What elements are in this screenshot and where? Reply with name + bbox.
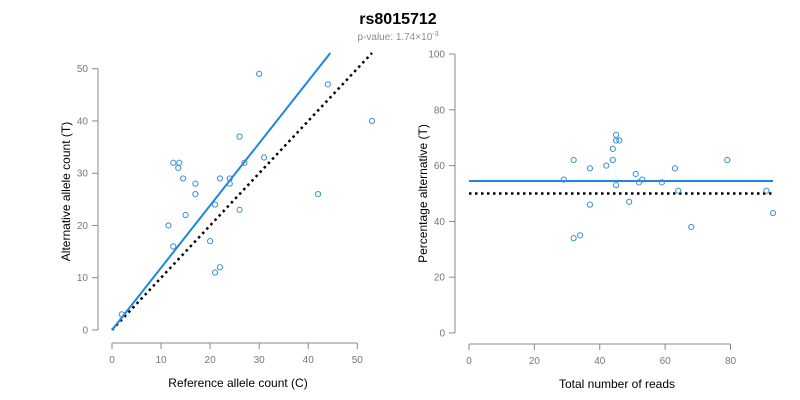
right-data-point	[612, 131, 620, 139]
left-x-tick-label: 0	[109, 355, 115, 366]
right-scatter-panel: 0 20 40 60 80 0 20 40 60 80 100 Total number of rea…	[416, 50, 777, 391]
right-data-point	[570, 235, 577, 242]
left-y-tick-label: 10	[77, 273, 89, 284]
left-data-point	[260, 154, 268, 161]
left-data-point	[241, 159, 248, 166]
left-data-point	[180, 175, 187, 182]
right-data-point	[675, 187, 682, 194]
left-data-point	[170, 159, 177, 166]
left-x-tick-label: 10	[155, 355, 167, 366]
left-data-point	[226, 175, 233, 182]
left-data-point	[324, 81, 331, 88]
p-value-exponent: -3	[432, 31, 438, 38]
right-data-point	[632, 170, 639, 178]
right-data-point	[671, 165, 679, 172]
right-data-point	[639, 176, 646, 183]
left-data-point	[118, 311, 125, 318]
right-data-point	[560, 176, 567, 183]
right-y-tick-label: 20	[434, 273, 446, 284]
left-x-axis-label: Reference allele count (C)	[168, 376, 307, 390]
right-data-point	[612, 137, 620, 144]
left-data-point	[175, 164, 182, 172]
right-y-tick-label: 0	[439, 329, 445, 340]
figure-subtitle: p-value: 1.74×10-3	[357, 31, 438, 43]
p-value-prefix: p-value: 1.74×10	[357, 32, 432, 43]
left-reference-line	[111, 52, 373, 331]
left-x-tick-label: 40	[303, 355, 315, 366]
right-x-tick-label: 0	[466, 356, 472, 367]
left-data-point	[182, 211, 189, 219]
right-y-tick-label: 60	[434, 161, 446, 172]
left-data-point	[207, 238, 214, 245]
right-data-point	[609, 145, 616, 152]
left-data-point	[211, 201, 219, 208]
left-y-tick-label: 0	[82, 326, 88, 337]
left-y-tick-label: 20	[77, 221, 89, 232]
right-data-point	[570, 156, 577, 164]
left-data-point	[216, 264, 224, 271]
right-data-point	[586, 165, 594, 172]
right-data-point	[577, 232, 584, 239]
left-data-point	[216, 175, 224, 182]
right-x-tick-label: 60	[660, 356, 672, 367]
right-x-tick-label: 40	[594, 356, 606, 367]
right-data-point	[688, 223, 695, 231]
right-y-axis-label: Percentage alternative (T)	[416, 124, 430, 263]
right-data-point	[626, 198, 633, 205]
left-y-axis-label: Alternative allele count (T)	[59, 122, 73, 261]
right-data-point	[658, 179, 665, 186]
right-data-point	[724, 156, 731, 164]
right-data-point	[769, 209, 777, 217]
left-data-point	[236, 133, 243, 140]
left-data-point	[368, 117, 376, 125]
left-y-tick-label: 40	[77, 116, 89, 127]
left-y-tick-label: 30	[77, 169, 89, 180]
right-data-point	[603, 162, 610, 169]
left-data-point	[170, 243, 177, 250]
left-data-point	[176, 159, 183, 166]
right-data-point	[586, 201, 594, 208]
right-y-tick-label: 80	[434, 105, 446, 116]
left-data-point	[236, 206, 243, 213]
left-x-tick-label: 20	[205, 355, 217, 366]
left-data-point	[165, 222, 172, 229]
right-data-point	[609, 156, 616, 164]
left-data-point	[314, 191, 322, 198]
left-data-point	[211, 269, 219, 276]
left-data-point	[192, 191, 199, 198]
right-data-point	[612, 182, 620, 189]
right-x-axis-label: Total number of reads	[559, 377, 675, 391]
figure-title: rs8015712	[359, 11, 437, 28]
right-x-tick-label: 20	[529, 356, 541, 367]
left-fit-line	[111, 52, 332, 331]
left-data-point	[192, 180, 199, 187]
left-y-tick-label: 50	[77, 64, 89, 75]
left-data-point	[256, 70, 263, 78]
right-data-point	[616, 137, 623, 144]
right-y-tick-label: 100	[428, 50, 445, 61]
right-x-tick-label: 80	[725, 356, 737, 367]
left-scatter-panel: 0 10 20 30 40 50 0 10 20 30 40 50 Reference allele c…	[59, 52, 376, 390]
right-y-tick-label: 40	[434, 217, 446, 228]
left-x-tick-label: 50	[352, 355, 364, 366]
right-data-point	[763, 187, 770, 194]
left-x-tick-label: 30	[254, 355, 266, 366]
